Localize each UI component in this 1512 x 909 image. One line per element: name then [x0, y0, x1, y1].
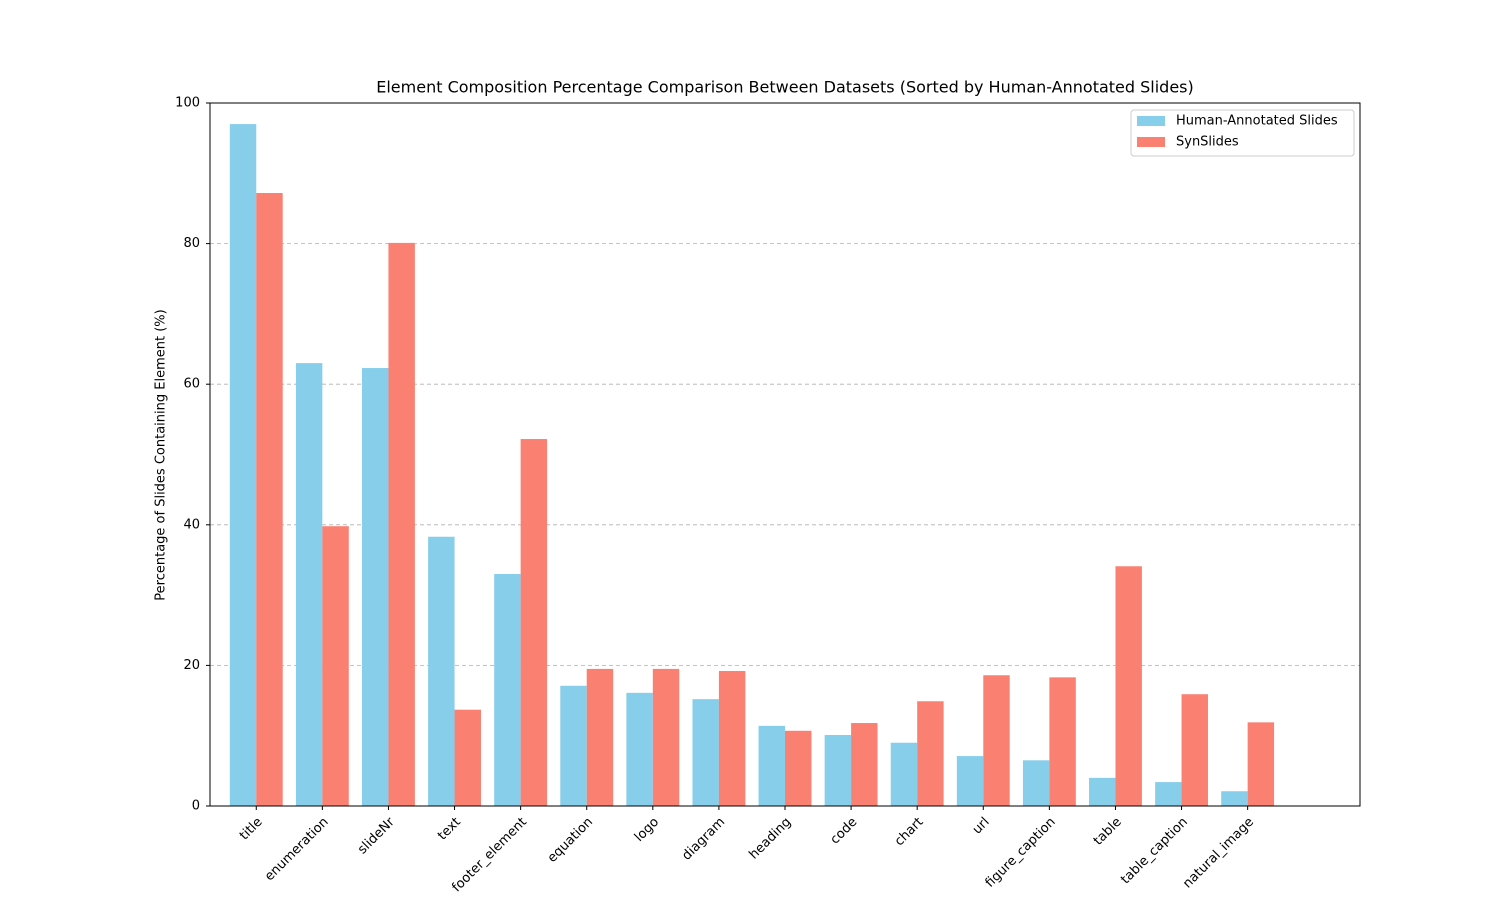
x-tick-label: figure_caption — [983, 815, 1059, 891]
bar — [758, 725, 785, 806]
legend: Human-Annotated Slides SynSlides — [1130, 109, 1355, 157]
chart-title: Element Composition Percentage Compariso… — [376, 78, 1194, 97]
bar — [956, 756, 984, 806]
x-tick-label: url — [970, 815, 993, 838]
bar — [362, 368, 389, 806]
x-tick-label: logo — [632, 815, 662, 845]
x-tick-label: table — [1091, 815, 1125, 849]
x-tick-label: enumeration — [262, 815, 332, 885]
bar — [718, 671, 746, 806]
y-tick-label: 80 — [183, 236, 200, 251]
bar — [652, 668, 680, 806]
y-axis-label: Percentage of Slides Containing Element … — [154, 309, 169, 600]
bar — [626, 692, 653, 806]
x-tick-label: equation — [545, 815, 596, 866]
bar — [890, 742, 918, 806]
bar — [520, 439, 548, 806]
x-tick-label: heading — [747, 815, 795, 863]
x-tick-label: slideNr — [355, 814, 398, 857]
bar — [229, 124, 257, 807]
bar — [1115, 566, 1142, 806]
bar — [1181, 694, 1208, 806]
bar — [824, 734, 852, 806]
x-tick-label: title — [237, 815, 266, 844]
bar — [560, 685, 587, 806]
bar — [454, 709, 481, 806]
x-tick-label: diagram — [679, 815, 728, 864]
legend-swatch — [1137, 116, 1165, 126]
x-tick-label: text — [435, 815, 464, 844]
x-tick-label: natural_image — [1180, 815, 1257, 892]
bar — [322, 526, 349, 806]
legend-label: Human-Annotated Slides — [1176, 114, 1338, 129]
x-tick-label: table_caption — [1118, 815, 1191, 888]
plot-frame — [209, 102, 1361, 807]
bar — [785, 730, 812, 806]
y-tick-label: 20 — [183, 658, 200, 673]
bar — [388, 242, 415, 807]
bar — [1221, 791, 1248, 806]
bar — [692, 699, 719, 806]
bar — [917, 701, 944, 806]
legend-label: SynSlides — [1176, 135, 1239, 150]
bar — [1155, 782, 1182, 806]
bar — [983, 675, 1010, 806]
bar — [494, 574, 521, 806]
legend-box — [1130, 109, 1355, 157]
y-tick-label: 100 — [175, 96, 200, 111]
x-tick-label: chart — [892, 815, 927, 850]
bar — [1247, 722, 1275, 806]
bar — [1049, 677, 1076, 806]
bar — [295, 363, 323, 806]
y-tick-label: 0 — [192, 799, 200, 814]
x-tick-label: code — [828, 815, 861, 848]
bar — [851, 723, 878, 806]
y-tick-label: 40 — [183, 517, 200, 532]
bar — [1022, 760, 1050, 806]
bar — [1089, 777, 1116, 806]
bar — [428, 536, 455, 806]
bar — [256, 192, 283, 806]
bar — [586, 668, 614, 806]
y-tick-label: 60 — [183, 377, 200, 392]
legend-swatch — [1137, 137, 1165, 147]
